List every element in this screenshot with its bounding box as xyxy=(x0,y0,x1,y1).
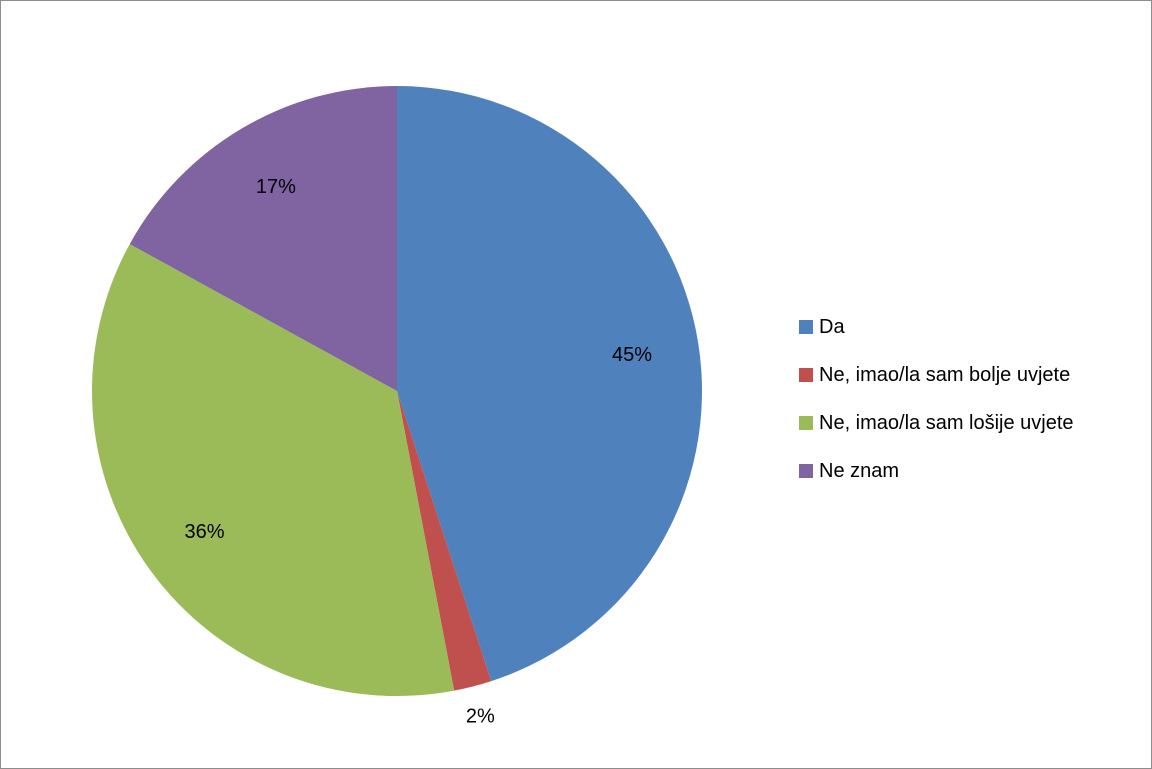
legend-swatch-ne-znam xyxy=(799,464,813,478)
pie-slice-bolje-uvjete xyxy=(397,391,492,691)
legend-swatch-losije-uvjete xyxy=(799,416,813,430)
legend-label-da: Da xyxy=(819,316,845,338)
pie-slice-da xyxy=(397,86,702,682)
data-label-losije-uvjete: 36% xyxy=(185,521,225,543)
legend-item-losije-uvjete: Ne, imao/la sam lošije uvjete xyxy=(799,399,1149,447)
pie-slice-losije-uvjete xyxy=(92,244,455,697)
legend-swatch-bolje-uvjete xyxy=(799,368,813,382)
legend-item-ne-znam: Ne znam xyxy=(799,447,1149,495)
legend: Da Ne, imao/la sam bolje uvjete Ne, imao… xyxy=(799,303,1149,495)
data-label-da: 45% xyxy=(612,344,652,366)
legend-label-bolje-uvjete: Ne, imao/la sam bolje uvjete xyxy=(819,364,1071,386)
legend-label-losije-uvjete: Ne, imao/la sam lošije uvjete xyxy=(819,412,1074,434)
pie-slice-ne-znam xyxy=(129,86,398,391)
legend-item-bolje-uvjete: Ne, imao/la sam bolje uvjete xyxy=(799,351,1149,399)
data-label-bolje-uvjete: 2% xyxy=(466,705,495,727)
legend-item-da: Da xyxy=(799,303,1149,351)
legend-label-ne-znam: Ne znam xyxy=(819,460,900,482)
legend-swatch-da xyxy=(799,320,813,334)
data-label-ne-znam: 17% xyxy=(256,176,296,198)
